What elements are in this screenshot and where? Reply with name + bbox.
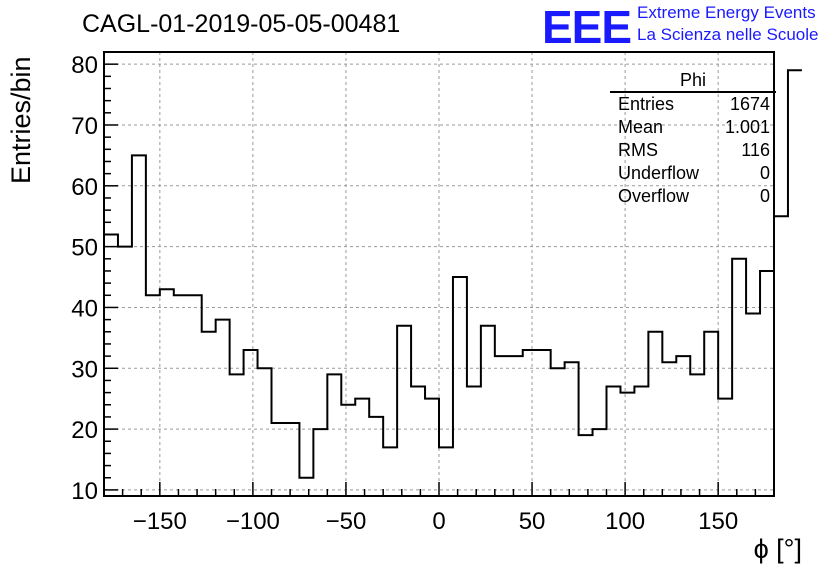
- y-tick-label: 60: [71, 174, 98, 201]
- stats-row-rms: RMS 116: [610, 139, 776, 162]
- x-tick-label: −150: [133, 508, 187, 535]
- logo-text-line1: Extreme Energy Events: [637, 3, 816, 22]
- stats-row-mean: Mean 1.001: [610, 116, 776, 139]
- y-tick-label: 20: [71, 417, 98, 444]
- stats-row-entries: Entries 1674: [610, 93, 776, 116]
- x-tick-label: 0: [432, 508, 445, 535]
- stats-label: Mean: [618, 117, 664, 137]
- axis-ticks: [103, 51, 775, 496]
- stats-title: Phi: [610, 70, 776, 93]
- y-tick-label: 10: [71, 478, 98, 505]
- x-tick-label: −100: [226, 508, 280, 535]
- chart-title: CAGL-01-2019-05-05-00481: [82, 10, 401, 38]
- x-tick-label: 150: [698, 508, 738, 535]
- y-tick-label: 50: [71, 235, 98, 262]
- stats-value: 0: [759, 186, 770, 206]
- stats-row-underflow: Underflow 0: [610, 162, 776, 185]
- y-tick-label: 80: [71, 52, 98, 79]
- y-tick-label: 40: [71, 295, 98, 322]
- stats-row-overflow: Overflow 0: [610, 185, 776, 208]
- stats-label: Entries: [618, 94, 675, 114]
- tick-labels: −150 −100 −50 0 50 100 150 10 20 30 40 50 60 70 80: [71, 52, 738, 535]
- stats-label: RMS: [618, 140, 658, 160]
- stats-value: 1674: [729, 94, 770, 114]
- x-axis-label: ϕ [°]: [753, 534, 802, 564]
- stats-label: Underflow: [618, 163, 700, 183]
- histogram-series: [104, 69, 802, 479]
- logo-text-line2: La Scienza nelle Scuole: [637, 25, 819, 44]
- x-tick-label: 50: [519, 508, 546, 535]
- y-tick-label: 30: [71, 356, 98, 383]
- eee-logo: EEE: [542, 1, 632, 53]
- x-tick-label: 100: [605, 508, 645, 535]
- stats-value: 0: [759, 163, 770, 183]
- stats-box: Phi Entries 1674 Mean 1.001 RMS 116 Underfl…: [610, 70, 776, 208]
- y-tick-label: 70: [71, 113, 98, 140]
- stats-value: 1.001: [724, 117, 770, 137]
- x-tick-label: −50: [326, 508, 367, 535]
- y-axis-label: Entries/bin: [6, 56, 36, 184]
- plot-frame: [103, 51, 775, 497]
- grid-lines: [104, 52, 774, 496]
- stats-label: Overflow: [618, 186, 690, 206]
- stats-value: 116: [741, 140, 770, 160]
